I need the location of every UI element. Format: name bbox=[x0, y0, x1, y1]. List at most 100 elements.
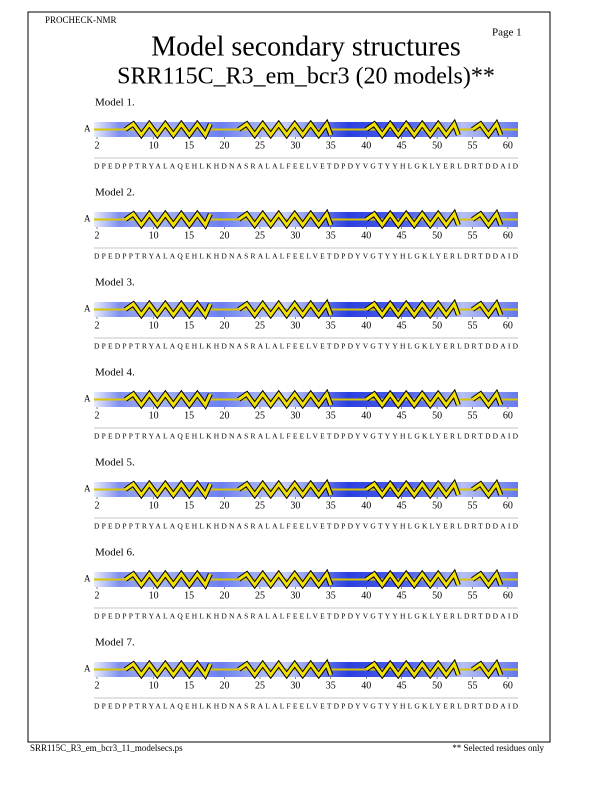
residue-tick-label: 20 bbox=[220, 140, 230, 151]
model-label: Model 1. bbox=[95, 97, 135, 109]
residue-tick-label: 60 bbox=[503, 590, 513, 601]
chain-label: A bbox=[84, 484, 91, 494]
residue-tick-label: 15 bbox=[184, 680, 194, 691]
residue-tick-label: 2 bbox=[95, 590, 100, 601]
residue-tick-label: 25 bbox=[255, 410, 265, 421]
chain-label: A bbox=[84, 664, 91, 674]
residue-tick-label: 30 bbox=[290, 410, 300, 421]
helix-fill bbox=[471, 390, 503, 408]
residue-tick-label: 45 bbox=[397, 140, 407, 151]
residue-tick-label: 50 bbox=[432, 590, 442, 601]
residue-tick-label: 20 bbox=[220, 320, 230, 331]
residue-tick-label: 30 bbox=[290, 680, 300, 691]
residue-tick-label: 40 bbox=[361, 500, 371, 511]
model-label: Model 4. bbox=[95, 367, 135, 379]
helix-fill bbox=[365, 300, 460, 318]
model-panel: Model 5. A2 10 15 20 25 30 35 40 45 50 55 60 DPEDPPTR… bbox=[84, 457, 519, 531]
residue-tick-label: 35 bbox=[326, 230, 336, 241]
helix-fill bbox=[365, 480, 460, 498]
helix-fill bbox=[124, 121, 212, 138]
chain-label: A bbox=[84, 124, 91, 134]
residue-tick-label: 30 bbox=[290, 500, 300, 511]
residue-tick-label: 30 bbox=[290, 590, 300, 601]
model-label: Model 5. bbox=[95, 457, 135, 469]
sequence: DPEDPPTRYALAQEHLKHDNASRALALFEELVETDPDYVG… bbox=[94, 432, 519, 441]
model-label: Model 3. bbox=[95, 277, 135, 289]
footer-file: SRR115C_R3_em_bcr3_11_modelsecs.ps bbox=[30, 743, 183, 753]
residue-tick-label: 50 bbox=[432, 140, 442, 151]
helix-fill bbox=[471, 480, 503, 498]
residue-tick-label: 2 bbox=[95, 680, 100, 691]
residue-tick-label: 25 bbox=[255, 140, 265, 151]
residue-tick-label: 55 bbox=[467, 140, 477, 151]
helix-fill bbox=[237, 210, 333, 228]
residue-tick-label: 45 bbox=[397, 410, 407, 421]
chain-label: A bbox=[84, 394, 91, 404]
residue-tick-label: 55 bbox=[467, 500, 477, 511]
residue-tick-label: 20 bbox=[220, 590, 230, 601]
residue-tick-label: 35 bbox=[326, 410, 336, 421]
title: Model secondary structures bbox=[151, 31, 460, 62]
residue-tick-label: 15 bbox=[184, 410, 194, 421]
residue-tick-label: 35 bbox=[326, 500, 336, 511]
residue-tick-label: 15 bbox=[184, 590, 194, 601]
helix-fill bbox=[365, 660, 460, 678]
sequence: DPEDPPTRYALAQEHLKHDNASRALALFEELVETDPDYVG… bbox=[94, 162, 519, 171]
residue-tick-label: 10 bbox=[149, 410, 159, 421]
helix-fill bbox=[124, 391, 212, 408]
helix-fill bbox=[471, 300, 503, 318]
residue-tick-label: 60 bbox=[503, 320, 513, 331]
residue-tick-label: 15 bbox=[184, 230, 194, 241]
residue-tick-label: 55 bbox=[467, 590, 477, 601]
residue-tick-label: 50 bbox=[432, 230, 442, 241]
helix-fill bbox=[124, 301, 212, 318]
residue-tick-label: 25 bbox=[255, 230, 265, 241]
residue-tick-label: 35 bbox=[326, 590, 336, 601]
residue-tick-label: 60 bbox=[503, 410, 513, 421]
residue-tick-label: 2 bbox=[95, 410, 100, 421]
helix-fill bbox=[471, 570, 503, 588]
residue-tick-label: 30 bbox=[290, 230, 300, 241]
helix-fill bbox=[237, 390, 333, 408]
helix-fill bbox=[124, 661, 212, 678]
model-panel: Model 2. A2 10 15 20 25 30 35 40 45 50 55 60 DPEDPPTR… bbox=[84, 187, 519, 261]
model-label: Model 6. bbox=[95, 547, 135, 559]
residue-tick-label: 10 bbox=[149, 680, 159, 691]
helix-fill bbox=[365, 390, 460, 408]
helix-fill bbox=[471, 660, 503, 678]
residue-tick-label: 55 bbox=[467, 230, 477, 241]
sequence: DPEDPPTRYALAQEHLKHDNASRALALFEELVETDPDYVG… bbox=[94, 612, 519, 621]
model-panel: Model 6. A2 10 15 20 25 30 35 40 45 50 55 60 DPEDPPTR… bbox=[84, 547, 519, 621]
residue-tick-label: 50 bbox=[432, 410, 442, 421]
helix-fill bbox=[124, 481, 212, 498]
residue-tick-label: 10 bbox=[149, 590, 159, 601]
residue-tick-label: 40 bbox=[361, 680, 371, 691]
residue-tick-label: 50 bbox=[432, 500, 442, 511]
sequence: DPEDPPTRYALAQEHLKHDNASRALALFEELVETDPDYVG… bbox=[94, 702, 519, 711]
helix-fill bbox=[237, 570, 333, 588]
residue-tick-label: 35 bbox=[326, 320, 336, 331]
subtitle: SRR115C_R3_em_bcr3 (20 models)** bbox=[117, 64, 495, 90]
residue-tick-label: 40 bbox=[361, 590, 371, 601]
program: PROCHECK-NMR bbox=[45, 15, 117, 25]
helix-fill bbox=[237, 120, 333, 138]
residue-tick-label: 60 bbox=[503, 680, 513, 691]
sequence: DPEDPPTRYALAQEHLKHDNASRALALFEELVETDPDYVG… bbox=[94, 522, 519, 531]
residue-tick-label: 20 bbox=[220, 410, 230, 421]
residue-tick-label: 2 bbox=[95, 140, 100, 151]
model-panel: Model 3. A2 10 15 20 25 30 35 40 45 50 55 60 DPEDPPTR… bbox=[84, 277, 519, 351]
residue-tick-label: 50 bbox=[432, 680, 442, 691]
residue-tick-label: 30 bbox=[290, 320, 300, 331]
page-border bbox=[27, 11, 551, 743]
residue-tick-label: 55 bbox=[467, 410, 477, 421]
residue-tick-label: 2 bbox=[95, 320, 100, 331]
helix-fill bbox=[471, 120, 503, 138]
model-label: Model 2. bbox=[95, 187, 135, 199]
residue-tick-label: 40 bbox=[361, 320, 371, 331]
sequence: DPEDPPTRYALAQEHLKHDNASRALALFEELVETDPDYVG… bbox=[94, 252, 519, 261]
residue-tick-label: 25 bbox=[255, 680, 265, 691]
residue-tick-label: 20 bbox=[220, 500, 230, 511]
helix-fill bbox=[365, 120, 460, 138]
residue-tick-label: 45 bbox=[397, 590, 407, 601]
residue-tick-label: 45 bbox=[397, 500, 407, 511]
